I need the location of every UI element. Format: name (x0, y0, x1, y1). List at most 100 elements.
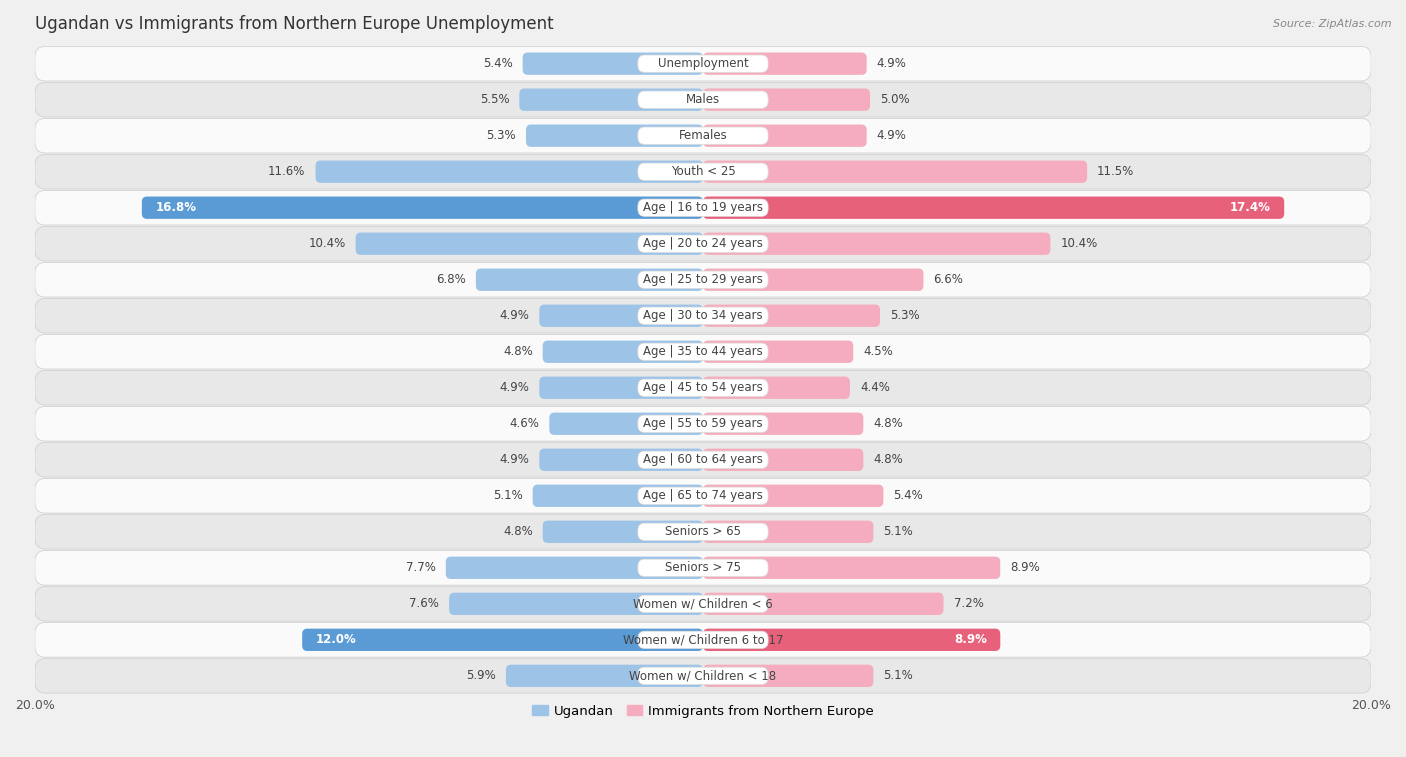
FancyBboxPatch shape (35, 550, 1371, 585)
Text: 16.8%: 16.8% (155, 201, 197, 214)
Text: 11.6%: 11.6% (269, 165, 305, 178)
Text: Women w/ Children < 6: Women w/ Children < 6 (633, 597, 773, 610)
Text: 4.9%: 4.9% (499, 453, 529, 466)
FancyBboxPatch shape (703, 160, 1087, 183)
Text: 11.5%: 11.5% (1097, 165, 1135, 178)
Text: 7.2%: 7.2% (953, 597, 983, 610)
Text: 4.8%: 4.8% (503, 525, 533, 538)
Text: 6.6%: 6.6% (934, 273, 963, 286)
FancyBboxPatch shape (703, 89, 870, 111)
FancyBboxPatch shape (638, 55, 768, 73)
FancyBboxPatch shape (638, 91, 768, 108)
FancyBboxPatch shape (540, 449, 703, 471)
Text: Age | 60 to 64 years: Age | 60 to 64 years (643, 453, 763, 466)
FancyBboxPatch shape (638, 415, 768, 432)
FancyBboxPatch shape (638, 631, 768, 649)
FancyBboxPatch shape (35, 191, 1371, 225)
FancyBboxPatch shape (703, 52, 866, 75)
Text: 10.4%: 10.4% (1060, 237, 1098, 251)
Text: Women w/ Children < 18: Women w/ Children < 18 (630, 669, 776, 682)
Text: 7.7%: 7.7% (406, 561, 436, 575)
Text: Males: Males (686, 93, 720, 106)
FancyBboxPatch shape (638, 451, 768, 469)
Text: Age | 20 to 24 years: Age | 20 to 24 years (643, 237, 763, 251)
Text: Females: Females (679, 129, 727, 142)
Text: Seniors > 65: Seniors > 65 (665, 525, 741, 538)
FancyBboxPatch shape (519, 89, 703, 111)
Text: Unemployment: Unemployment (658, 58, 748, 70)
Text: 5.1%: 5.1% (494, 489, 523, 503)
Text: Age | 30 to 34 years: Age | 30 to 34 years (643, 309, 763, 322)
FancyBboxPatch shape (540, 304, 703, 327)
Text: Age | 25 to 29 years: Age | 25 to 29 years (643, 273, 763, 286)
Text: 8.9%: 8.9% (1011, 561, 1040, 575)
Text: 4.8%: 4.8% (503, 345, 533, 358)
FancyBboxPatch shape (35, 370, 1371, 405)
Text: 4.9%: 4.9% (499, 382, 529, 394)
Text: Youth < 25: Youth < 25 (671, 165, 735, 178)
FancyBboxPatch shape (703, 269, 924, 291)
Text: 4.6%: 4.6% (509, 417, 540, 430)
FancyBboxPatch shape (638, 199, 768, 217)
FancyBboxPatch shape (638, 343, 768, 360)
FancyBboxPatch shape (35, 443, 1371, 477)
FancyBboxPatch shape (638, 379, 768, 397)
FancyBboxPatch shape (638, 163, 768, 180)
FancyBboxPatch shape (703, 449, 863, 471)
FancyBboxPatch shape (35, 587, 1371, 621)
Text: 5.3%: 5.3% (890, 309, 920, 322)
FancyBboxPatch shape (533, 484, 703, 507)
FancyBboxPatch shape (449, 593, 703, 615)
FancyBboxPatch shape (35, 263, 1371, 297)
Text: Source: ZipAtlas.com: Source: ZipAtlas.com (1274, 19, 1392, 29)
Text: 4.5%: 4.5% (863, 345, 893, 358)
FancyBboxPatch shape (356, 232, 703, 255)
FancyBboxPatch shape (35, 335, 1371, 369)
Text: 5.0%: 5.0% (880, 93, 910, 106)
Text: 5.9%: 5.9% (467, 669, 496, 682)
Text: Women w/ Children 6 to 17: Women w/ Children 6 to 17 (623, 634, 783, 646)
Text: Seniors > 75: Seniors > 75 (665, 561, 741, 575)
Text: 5.3%: 5.3% (486, 129, 516, 142)
FancyBboxPatch shape (638, 488, 768, 504)
Text: 6.8%: 6.8% (436, 273, 465, 286)
FancyBboxPatch shape (446, 556, 703, 579)
FancyBboxPatch shape (142, 197, 703, 219)
Text: 5.4%: 5.4% (893, 489, 924, 503)
FancyBboxPatch shape (540, 376, 703, 399)
FancyBboxPatch shape (526, 124, 703, 147)
FancyBboxPatch shape (35, 46, 1371, 81)
FancyBboxPatch shape (35, 478, 1371, 513)
FancyBboxPatch shape (638, 595, 768, 612)
FancyBboxPatch shape (703, 665, 873, 687)
Text: 5.1%: 5.1% (883, 525, 912, 538)
Text: 12.0%: 12.0% (315, 634, 356, 646)
FancyBboxPatch shape (638, 667, 768, 684)
FancyBboxPatch shape (35, 154, 1371, 189)
Text: Age | 55 to 59 years: Age | 55 to 59 years (643, 417, 763, 430)
FancyBboxPatch shape (35, 659, 1371, 693)
FancyBboxPatch shape (703, 232, 1050, 255)
FancyBboxPatch shape (638, 523, 768, 540)
FancyBboxPatch shape (523, 52, 703, 75)
FancyBboxPatch shape (703, 376, 851, 399)
FancyBboxPatch shape (35, 622, 1371, 657)
FancyBboxPatch shape (703, 197, 1284, 219)
FancyBboxPatch shape (35, 407, 1371, 441)
Legend: Ugandan, Immigrants from Northern Europe: Ugandan, Immigrants from Northern Europe (527, 699, 879, 723)
Text: 10.4%: 10.4% (308, 237, 346, 251)
FancyBboxPatch shape (703, 484, 883, 507)
Text: Age | 16 to 19 years: Age | 16 to 19 years (643, 201, 763, 214)
Text: 5.1%: 5.1% (883, 669, 912, 682)
Text: 17.4%: 17.4% (1230, 201, 1271, 214)
Text: 4.4%: 4.4% (860, 382, 890, 394)
FancyBboxPatch shape (703, 341, 853, 363)
Text: Age | 45 to 54 years: Age | 45 to 54 years (643, 382, 763, 394)
FancyBboxPatch shape (703, 521, 873, 543)
Text: 4.8%: 4.8% (873, 453, 903, 466)
FancyBboxPatch shape (638, 271, 768, 288)
Text: 8.9%: 8.9% (955, 634, 987, 646)
FancyBboxPatch shape (35, 298, 1371, 333)
FancyBboxPatch shape (475, 269, 703, 291)
Text: 7.6%: 7.6% (409, 597, 439, 610)
